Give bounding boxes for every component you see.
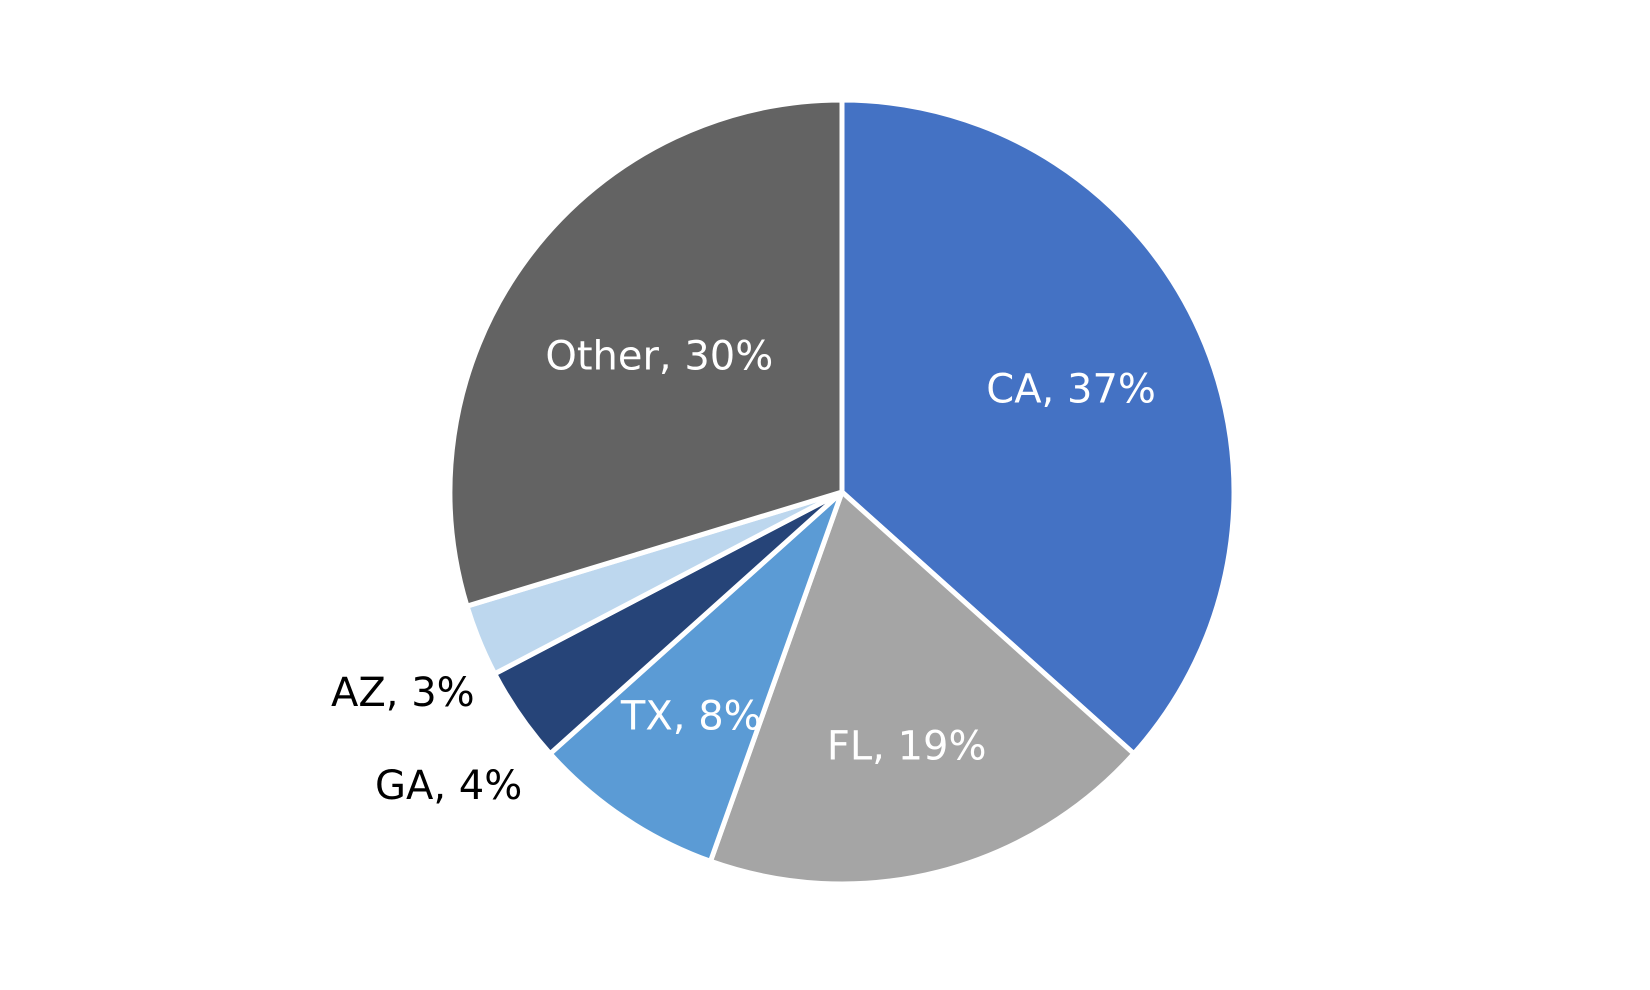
pie-slices	[447, 97, 1237, 887]
pie-label-other: Other, 30%	[545, 334, 773, 380]
pie-slice-other	[447, 97, 845, 609]
pie-slice-tx	[547, 489, 845, 864]
pie-label-az: AZ, 3%	[331, 670, 475, 716]
pie-labels: CA, 37% FL, 19% TX, 8% GA, 4% AZ, 3% Other, 3…	[331, 334, 1156, 809]
pie-slice-fl	[707, 489, 1137, 887]
pie-slice-ca	[839, 97, 1237, 757]
pie-label-ca: CA, 37%	[986, 367, 1156, 413]
pie-label-ga: GA, 4%	[375, 763, 522, 809]
pie-label-tx: TX, 8%	[620, 694, 762, 740]
pie-label-fl: FL, 19%	[827, 724, 987, 770]
